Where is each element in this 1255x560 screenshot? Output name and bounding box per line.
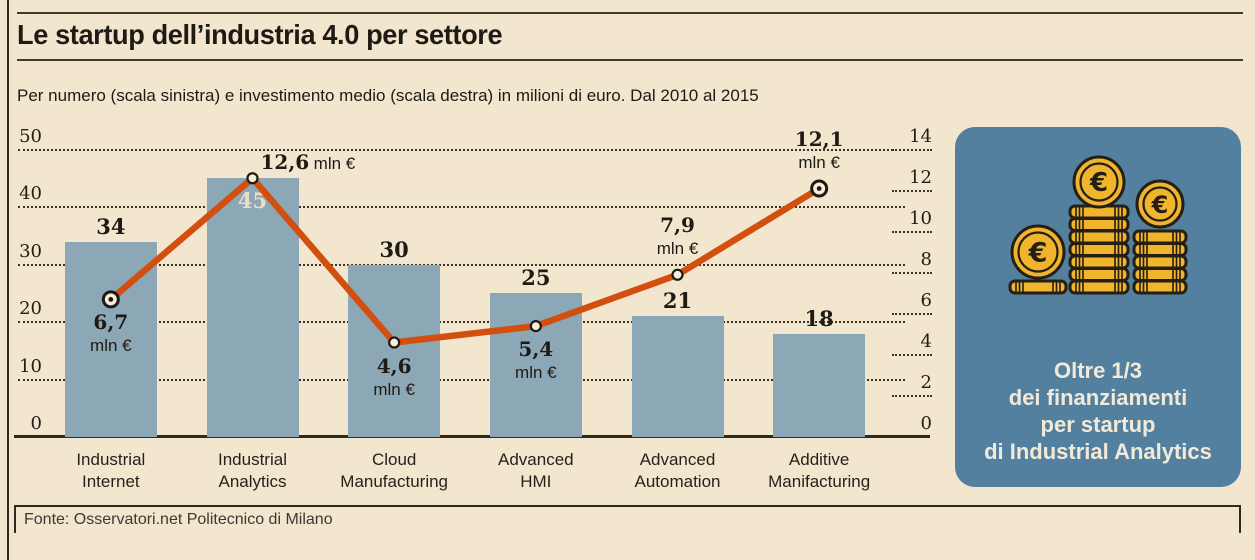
bar <box>206 178 299 437</box>
category-label: Advanced Automation <box>607 449 749 493</box>
line-value-number: 6,7 <box>93 310 129 335</box>
category-label: Industrial Analytics <box>182 449 324 493</box>
source-box-rule <box>14 505 1241 533</box>
bar <box>631 316 724 437</box>
line-point-marker-dot <box>816 186 822 191</box>
panel-caption-line: Oltre 1/3 <box>1053 358 1143 383</box>
bar-value-label: 30 <box>379 236 409 262</box>
category-label-line: Analytics <box>218 472 287 491</box>
line-value-unit: mln € <box>373 379 415 399</box>
right-axis-tick-label: 0 <box>920 413 932 434</box>
line-value-label: 12,1 mln € <box>754 126 884 174</box>
right-axis-tick-label: 2 <box>920 371 932 393</box>
left-axis-tick-label: 20 <box>19 298 42 319</box>
right-axis-tick-line <box>892 312 932 315</box>
category-label-line: Additive <box>788 450 850 469</box>
line-value-number: 12,1 <box>794 126 844 151</box>
right-axis-tick-label: 6 <box>920 289 932 311</box>
page-title: Le startup dell’industria 4.0 per settor… <box>17 19 503 50</box>
bar-value-label: 45 <box>237 188 268 214</box>
right-axis-tick-label: 10 <box>909 207 932 229</box>
line-value-unit: mln € <box>313 154 356 174</box>
line-value-unit: mln € <box>656 238 699 258</box>
svg-text:€: € <box>1089 168 1108 198</box>
left-axis-tick-label: 10 <box>19 355 42 377</box>
panel-caption-line: dei finanziamenti <box>1008 385 1188 410</box>
line-value-unit: mln € <box>798 152 840 172</box>
svg-text:€: € <box>1151 191 1169 219</box>
bar <box>348 264 441 437</box>
right-axis-tick-line <box>892 271 932 274</box>
category-label-line: Advanced <box>639 450 716 469</box>
left-frame-line <box>7 0 9 560</box>
line-value-label: 7,9 mln € <box>613 212 743 260</box>
title-rule-bottom <box>17 59 1243 61</box>
category-label-line: Advanced <box>498 450 574 469</box>
category-label-line: Internet <box>82 472 140 491</box>
bar-value-label: 34 <box>96 213 126 239</box>
right-axis-tick-line <box>892 148 932 151</box>
line-value-label: 6,7 mln € <box>46 311 176 357</box>
svg-text:€: € <box>1028 238 1048 269</box>
source-note: Fonte: Osservatori.net Politecnico di Mi… <box>24 511 333 528</box>
category-label-line: Automation <box>634 472 721 491</box>
left-axis-tick-label: 50 <box>19 125 42 147</box>
right-axis-tick-label: 8 <box>920 248 932 270</box>
line-value-label: 12,6 mln € <box>261 151 356 175</box>
left-axis-tick-label: 40 <box>19 183 42 204</box>
category-label: Additive Manifacturing <box>748 449 890 493</box>
category-label-line: Industrial <box>218 450 287 469</box>
line-value-number: 5,4 <box>518 337 554 362</box>
right-axis-tick-label: 4 <box>920 330 932 352</box>
bar-value-label: 21 <box>662 288 693 314</box>
right-axis-tick-label: 14 <box>909 125 932 147</box>
right-axis-tick-line <box>892 230 932 233</box>
category-label: Cloud Manufacturing <box>323 449 465 493</box>
line-value-label: 4,6 mln € <box>329 353 459 401</box>
right-axis-tick-line <box>892 394 932 397</box>
panel-caption-line: di Industrial Analytics <box>984 439 1212 464</box>
right-axis-tick-line <box>892 189 932 192</box>
insight-panel: € € € Oltre 1/3 dei finanziamenti per st… <box>955 127 1241 487</box>
line-value-unit: mln € <box>90 336 132 356</box>
left-axis-tick-label: 30 <box>19 240 42 262</box>
category-label: Advanced HMI <box>465 449 607 493</box>
category-label-line: Manufacturing <box>340 472 449 491</box>
line-point-marker <box>671 268 684 281</box>
line-value-unit: mln € <box>515 363 557 383</box>
right-axis-tick-line <box>892 353 932 356</box>
gridline <box>18 206 905 208</box>
title-rule-top <box>17 12 1243 14</box>
bar <box>773 333 866 437</box>
category-label-line: HMI <box>520 472 552 491</box>
left-axis-tick-label: 0 <box>30 413 42 434</box>
category-label-line: Manifacturing <box>768 472 871 491</box>
right-axis-tick-label: 12 <box>909 166 932 188</box>
euro-coins-stacks-icon: € € € <box>1008 155 1188 295</box>
line-value-number: 4,6 <box>376 353 412 378</box>
category-label: Industrial Internet <box>40 449 182 493</box>
line-value-number: 12,6 <box>260 150 310 175</box>
line-value-number: 7,9 <box>660 212 695 237</box>
line-point-marker <box>810 179 829 198</box>
chart-subtitle: Per numero (scala sinistra) e investimen… <box>17 86 759 105</box>
category-label-line: Industrial <box>76 450 146 469</box>
panel-caption: Oltre 1/3 dei finanziamenti per startup … <box>955 357 1241 465</box>
x-axis-line <box>14 435 930 438</box>
panel-caption-line: per startup <box>1040 412 1156 437</box>
category-label-line: Cloud <box>371 450 417 469</box>
bar-value-label: 25 <box>521 265 551 291</box>
gridline <box>18 148 905 151</box>
gridline <box>18 378 905 381</box>
bar-value-label: 18 <box>804 305 834 331</box>
line-value-label: 5,4 mln € <box>471 338 601 384</box>
